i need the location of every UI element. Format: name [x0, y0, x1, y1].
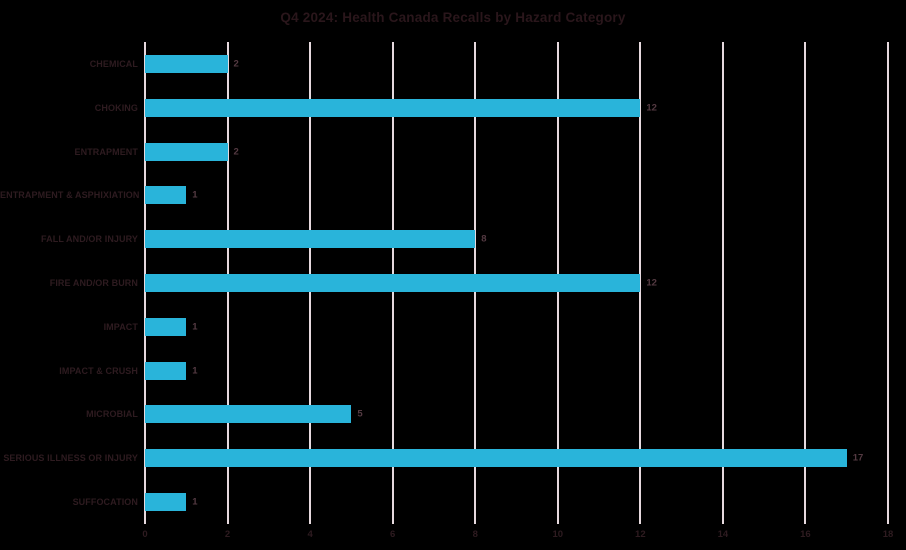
category-label: IMPACT [103, 321, 138, 332]
gridline [887, 42, 889, 524]
gridline [804, 42, 807, 524]
bar [145, 142, 228, 161]
x-tick-label: 10 [552, 529, 564, 540]
bar-row: 1 [145, 173, 888, 217]
category-label: CHEMICAL [89, 58, 138, 69]
bar-row: 1 [145, 305, 888, 349]
bar [145, 317, 187, 336]
category-label: ENTRAPMENT [74, 146, 138, 157]
bar-row: 1 [145, 349, 888, 393]
gridline [721, 42, 724, 524]
category-label: CHOKING [94, 102, 138, 113]
plot-area: 2 12 2 1 8 12 1 1 5 17 1 [144, 42, 889, 524]
y-axis-category-labels: CHEMICAL CHOKING ENTRAPMENT ENTRAPMENT & AS… [0, 42, 140, 524]
bar-row: 12 [145, 261, 888, 305]
category-label: MICROBIAL [86, 409, 138, 420]
x-tick-label: 4 [307, 529, 313, 540]
x-tick-label: 18 [882, 529, 894, 540]
x-tick-label: 16 [800, 529, 811, 540]
bar [145, 449, 847, 468]
bar [145, 405, 352, 424]
x-axis-tick-labels: 0 2 4 6 8 10 12 14 16 18 [142, 529, 893, 545]
category-label: FALL AND/OR INJURY [41, 234, 138, 245]
category-label: SUFFOCATION [72, 497, 138, 508]
value-label: 1 [192, 365, 198, 377]
x-tick-label: 8 [472, 529, 478, 540]
bar-row: 2 [145, 42, 888, 86]
bar-row: 5 [145, 393, 888, 437]
value-label: 1 [192, 321, 198, 333]
category-label: FIRE AND/OR BURN [49, 278, 138, 288]
value-label: 1 [192, 496, 198, 508]
x-tick-label: 6 [390, 529, 396, 540]
value-label: 2 [233, 146, 239, 158]
chart-title: Q4 2024: Health Canada Recalls by Hazard… [280, 10, 626, 25]
category-label: ENTRAPMENT & ASPHIXIATION [0, 190, 140, 201]
x-tick-label: 14 [717, 529, 729, 540]
value-label: 17 [852, 452, 864, 464]
bar [145, 493, 187, 512]
bar-row: 17 [145, 436, 888, 480]
bar-row: 8 [145, 217, 888, 261]
bar [145, 186, 187, 205]
bar [145, 361, 187, 380]
gridline [639, 42, 642, 524]
bar [145, 273, 641, 292]
value-label: 1 [192, 189, 198, 201]
bar-row: 1 [145, 480, 888, 524]
category-label: IMPACT & CRUSH [59, 365, 138, 376]
category-label: SERIOUS ILLNESS OR INJURY [3, 453, 138, 464]
value-label: 12 [646, 277, 657, 289]
bar-row: 2 [145, 130, 888, 174]
value-label: 8 [481, 233, 487, 245]
value-label: 12 [646, 102, 657, 114]
x-tick-label: 2 [224, 529, 231, 540]
bar [145, 230, 476, 249]
x-tick-label: 0 [142, 529, 148, 540]
bar [145, 98, 641, 117]
x-tick-label: 12 [635, 529, 646, 540]
value-label: 2 [233, 58, 239, 70]
bar [145, 54, 228, 73]
bar-row: 12 [145, 86, 888, 130]
value-label: 5 [357, 408, 363, 420]
